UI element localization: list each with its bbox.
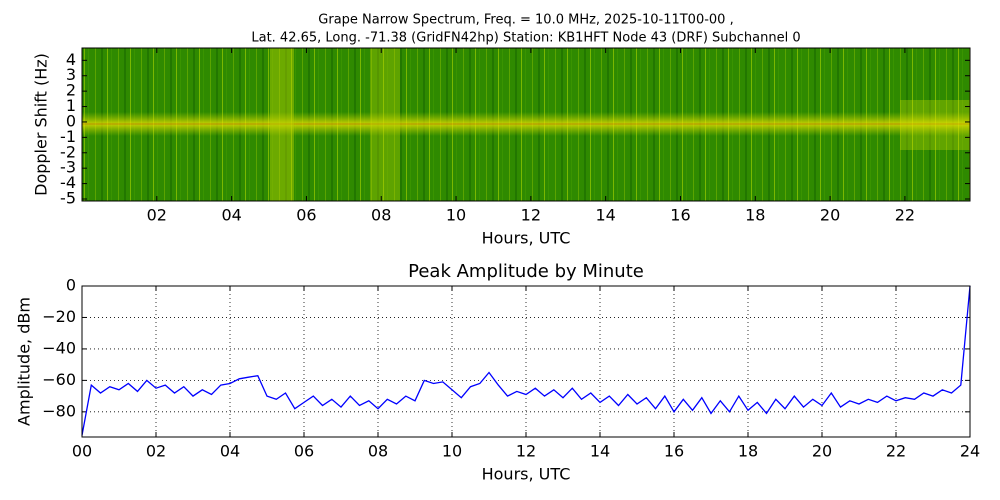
x-tick-label: 22 xyxy=(886,442,906,461)
x-tick-label: 12 xyxy=(516,442,536,461)
y-tick-label: -2 xyxy=(60,142,76,161)
x-tick-label: 04 xyxy=(220,442,240,461)
x-tick-label: 06 xyxy=(294,442,314,461)
amplitude-line xyxy=(81,285,971,436)
x-tick-label: 08 xyxy=(371,206,391,225)
y-tick-label: -5 xyxy=(60,188,76,207)
x-tick-label: 20 xyxy=(820,206,840,225)
x-tick-label: 22 xyxy=(895,206,915,225)
y-tick-label: -1 xyxy=(60,127,76,146)
y-tick-label: −20 xyxy=(42,307,76,326)
x-tick-label: 24 xyxy=(960,442,980,461)
x-tick-label: 00 xyxy=(72,442,92,461)
x-tick-label: 20 xyxy=(812,442,832,461)
y-tick-label: 3 xyxy=(66,65,76,84)
x-tick-label: 14 xyxy=(590,442,610,461)
y-tick-label: 4 xyxy=(66,50,76,69)
x-tick-label: 06 xyxy=(296,206,316,225)
x-tick-label: 18 xyxy=(738,442,758,461)
amplitude-panel: 00 02 04 06 08 10 12 14 16 18 20 22 24 0 −20 −40 −60 −80 H… xyxy=(15,261,981,484)
y-tick-label: -3 xyxy=(60,158,76,177)
y-tick-label: 0 xyxy=(66,111,76,130)
plot-frame xyxy=(81,47,971,202)
spectrogram-panel: 02 04 06 08 10 12 14 16 18 20 2243210-1-2-3-4-5Hou… xyxy=(32,13,971,248)
x-tick-label: 10 xyxy=(442,442,462,461)
y-tick-label: 1 xyxy=(66,96,76,115)
y-tick-label: −80 xyxy=(42,401,76,420)
y-axis-label: Amplitude, dBm xyxy=(15,297,34,426)
y-axis-label: Doppler Shift (Hz) xyxy=(32,53,51,196)
x-tick-label: 14 xyxy=(595,206,615,225)
x-axis-label: Hours, UTC xyxy=(482,229,571,248)
x-tick-label: 12 xyxy=(521,206,541,225)
y-tick-label: -4 xyxy=(60,173,76,192)
plot-frame xyxy=(81,285,971,438)
chart-subtitle: Lat. 42.65, Long. -71.38 (GridFN42hp) St… xyxy=(251,31,800,46)
y-tick-label: −60 xyxy=(42,370,76,389)
x-tick-label: 02 xyxy=(147,206,167,225)
x-tick-label: 04 xyxy=(221,206,241,225)
y-tick-label: 2 xyxy=(66,81,76,100)
x-tick-label: 08 xyxy=(368,442,388,461)
x-tick-label: 10 xyxy=(446,206,466,225)
y-tick-label: 0 xyxy=(66,276,76,295)
chart-title: Grape Narrow Spectrum, Freq. = 10.0 MHz,… xyxy=(318,13,733,28)
x-tick-label: 16 xyxy=(664,442,684,461)
x-axis-label: Hours, UTC xyxy=(482,465,571,484)
spectrogram-image xyxy=(82,48,970,201)
x-tick-label: 16 xyxy=(670,206,690,225)
chart-title: Peak Amplitude by Minute xyxy=(408,261,644,282)
x-tick-label: 18 xyxy=(745,206,765,225)
y-tick-label: −40 xyxy=(42,338,76,357)
x-tick-label: 02 xyxy=(146,442,166,461)
